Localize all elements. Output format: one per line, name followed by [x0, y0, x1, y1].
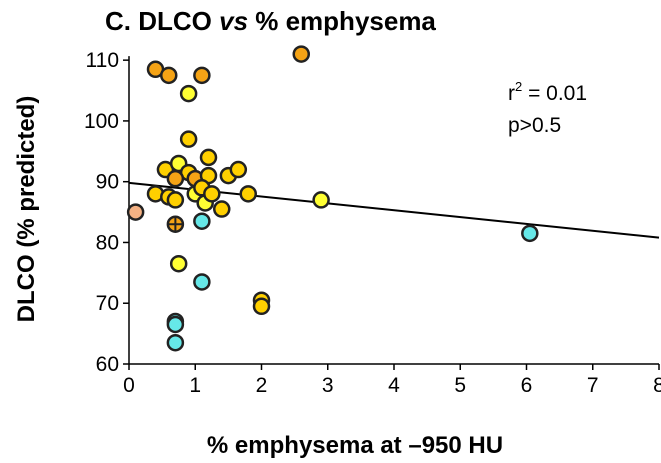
y-tick-label: 80 — [96, 231, 119, 254]
x-tick-label: 8 — [653, 374, 661, 397]
chart-title-italic: vs — [219, 6, 248, 36]
data-point — [166, 191, 185, 209]
x-tick-label: 0 — [123, 374, 135, 397]
chart-title: C. DLCO vs % emphysema — [105, 6, 436, 36]
y-tick-label: 90 — [96, 171, 119, 194]
x-tick-label: 1 — [189, 374, 201, 397]
data-point — [166, 315, 185, 334]
y-axis-label: DLCO (% predicted) — [13, 96, 40, 323]
data-point — [160, 66, 178, 85]
data-point — [166, 215, 185, 233]
r-squared-label: r — [508, 82, 515, 105]
r-squared-value: = 0.01 — [522, 82, 587, 105]
y-tick-label: 60 — [96, 353, 119, 376]
data-point — [193, 273, 211, 291]
data-point — [193, 66, 211, 85]
data-point — [239, 185, 257, 203]
x-tick-label: 2 — [256, 374, 268, 397]
chart-title-prefix: C. DLCO — [105, 6, 219, 36]
data-point — [179, 84, 198, 103]
data-point — [199, 148, 218, 167]
points-layer — [126, 45, 539, 352]
axes-layer: 60 70 80 90 100 110 0 1 2 3 4 5 6 7 8 — [84, 49, 661, 397]
data-point — [126, 203, 145, 221]
data-point — [213, 200, 231, 218]
r-squared-annotation: r2 = 0.01 — [508, 79, 587, 105]
p-value-annotation: p>0.5 — [508, 114, 561, 137]
data-point — [312, 191, 330, 209]
x-tick-label: 3 — [322, 374, 334, 397]
data-point — [252, 297, 271, 316]
chart-title-suffix: % emphysema — [248, 6, 436, 36]
r-squared-superscript: 2 — [515, 79, 522, 94]
y-tick-label: 100 — [84, 110, 119, 133]
data-point — [169, 254, 188, 273]
y-tick-label: 110 — [86, 49, 119, 72]
data-point — [193, 212, 211, 230]
data-point — [166, 169, 185, 188]
data-point — [179, 130, 198, 148]
y-tick-label: 70 — [96, 292, 119, 315]
data-point — [521, 224, 539, 243]
x-tick-label: 6 — [521, 374, 533, 397]
data-point — [292, 45, 310, 63]
x-tick-label: 5 — [454, 374, 466, 397]
x-tick-label: 4 — [388, 374, 400, 397]
data-point — [229, 160, 248, 179]
x-axis-label: % emphysema at –950 HU — [207, 432, 503, 459]
data-point — [166, 333, 185, 352]
x-tick-label: 7 — [587, 374, 599, 397]
data-point — [203, 185, 221, 203]
